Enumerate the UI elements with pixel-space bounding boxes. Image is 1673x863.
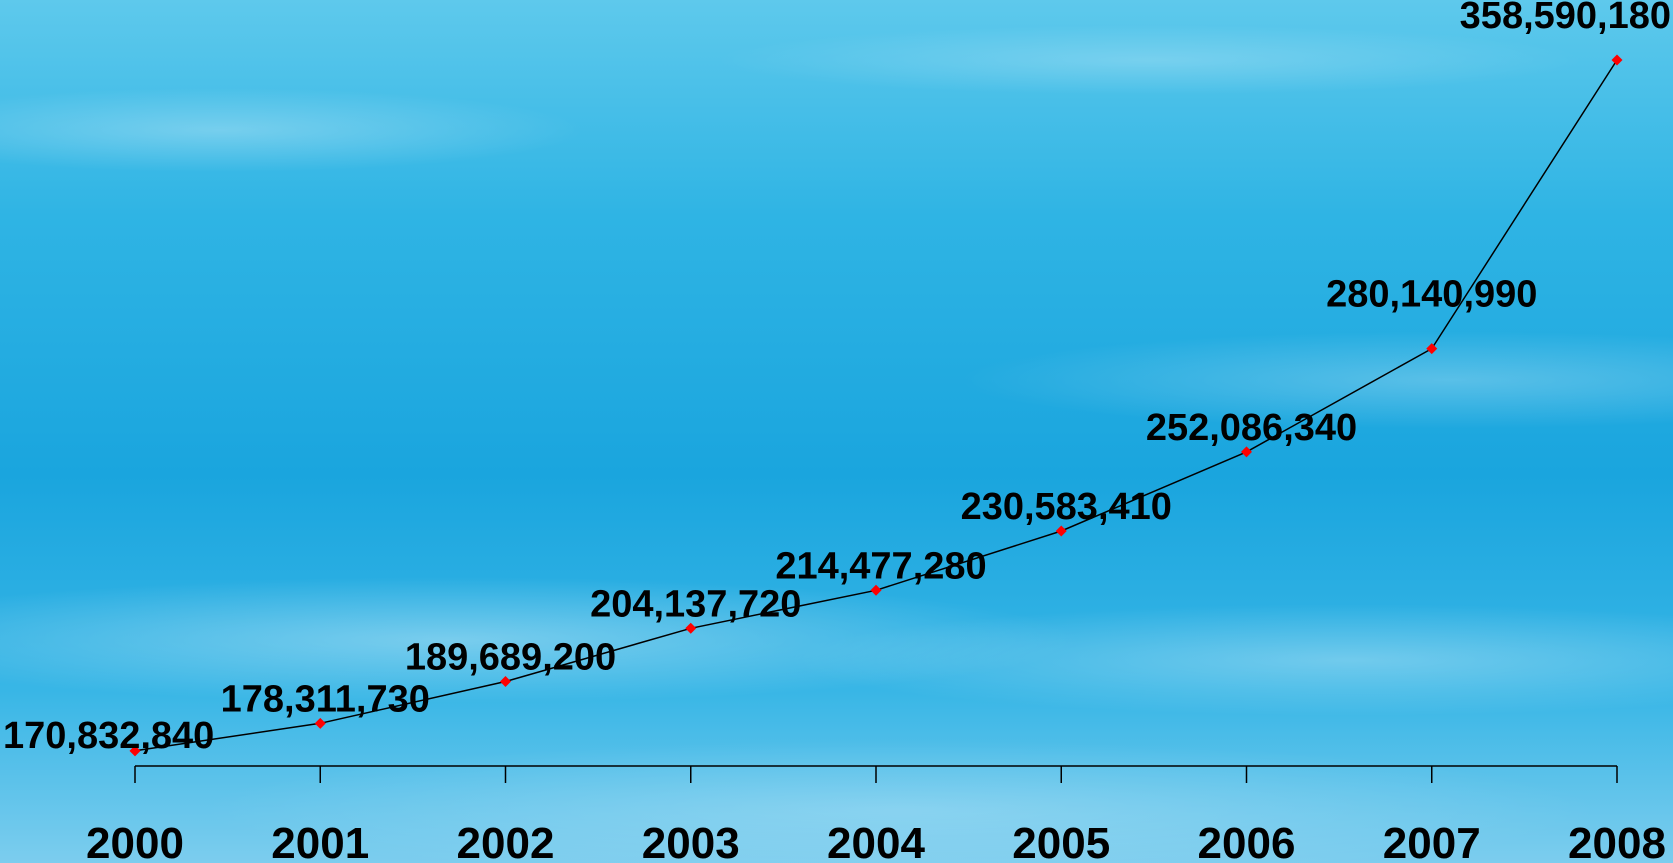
x-tick-labels-group: 2000 2001 2002 2003 2004 2005 2006 2007 2008: [86, 819, 1666, 863]
data-point-marker: [500, 675, 511, 687]
data-label: 170,832,840: [3, 715, 214, 757]
x-tick-label: 2008: [1568, 819, 1666, 863]
data-label: 230,583,410: [961, 486, 1172, 528]
data-label: 280,140,990: [1326, 274, 1537, 316]
data-point-marker: [1241, 446, 1252, 458]
x-tick-label: 2002: [457, 819, 555, 863]
data-label: 214,477,280: [775, 545, 986, 587]
x-tick-label: 2001: [271, 819, 369, 863]
data-label: 204,137,720: [590, 583, 801, 625]
data-point-marker: [685, 622, 697, 634]
series-line: [134, 59, 1618, 752]
markers-group: [129, 54, 1623, 757]
x-tick-label: 2000: [86, 819, 184, 863]
x-axis: [134, 765, 1618, 783]
data-label: 358,590,180: [1460, 0, 1671, 37]
data-point-marker: [129, 745, 141, 757]
series-line-group: [134, 59, 1618, 752]
data-label: 252,086,340: [1146, 407, 1357, 449]
data-point-marker: [1426, 343, 1438, 355]
x-tick-label: 2004: [827, 819, 925, 863]
data-point-marker: [1611, 54, 1623, 66]
data-label: 178,311,730: [221, 678, 430, 720]
data-label: 189,689,200: [405, 636, 616, 678]
x-tick-label: 2006: [1198, 819, 1296, 863]
data-point-marker: [1055, 525, 1067, 537]
x-tick-label: 2007: [1383, 819, 1481, 863]
x-tick-label: 2005: [1012, 819, 1110, 863]
data-point-marker: [870, 584, 882, 596]
data-point-marker: [314, 717, 326, 729]
x-tick-label: 2003: [642, 819, 740, 863]
